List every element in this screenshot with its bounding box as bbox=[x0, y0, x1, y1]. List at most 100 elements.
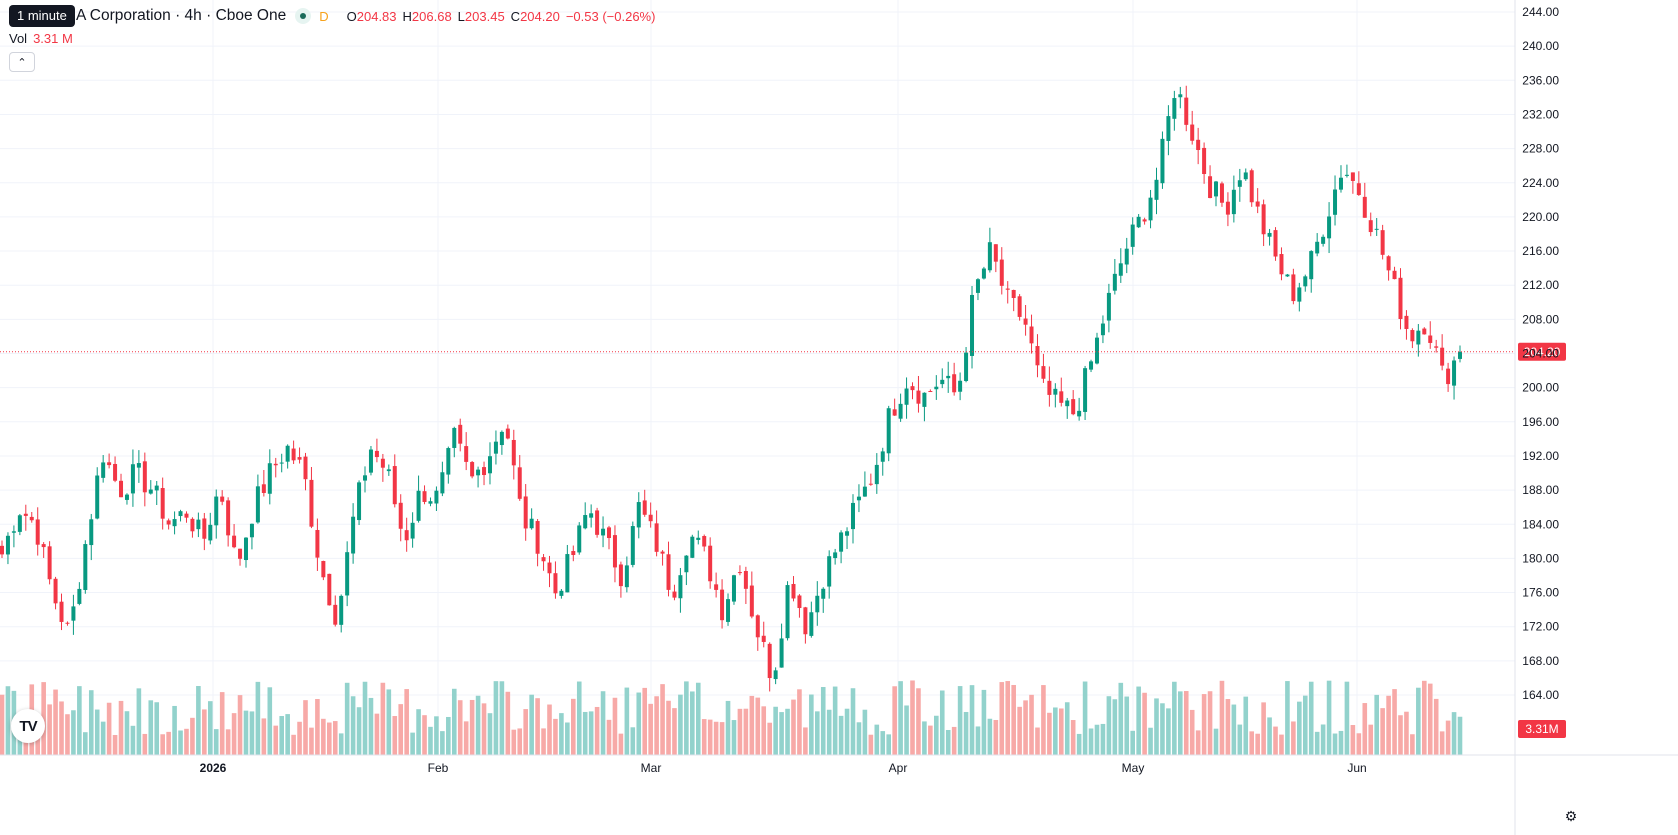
candle-body bbox=[511, 439, 516, 466]
candle-body bbox=[136, 463, 141, 468]
volume-bar bbox=[1380, 708, 1385, 755]
volume-bar bbox=[237, 695, 243, 755]
symbol-title[interactable]: A Corporation · 4h · Cboe One bbox=[76, 7, 287, 24]
candle-body bbox=[1362, 196, 1367, 218]
candle-body bbox=[1434, 346, 1439, 348]
volume-bar bbox=[440, 731, 445, 755]
volume-bar bbox=[767, 722, 772, 755]
candle-body bbox=[220, 496, 225, 502]
candle-body bbox=[1029, 326, 1034, 344]
volume-bar bbox=[1350, 725, 1356, 755]
chevron-up-icon[interactable]: ⌃ bbox=[9, 52, 35, 72]
candle-body bbox=[1190, 124, 1195, 141]
candle-body bbox=[1071, 399, 1076, 415]
volume-bar bbox=[416, 709, 421, 755]
volume-bar bbox=[541, 728, 546, 755]
candle-body bbox=[243, 537, 248, 561]
volume-bar bbox=[154, 702, 160, 755]
volume-bar bbox=[880, 731, 886, 755]
volume-bar bbox=[743, 708, 749, 755]
candle-body bbox=[904, 388, 909, 405]
volume-bar bbox=[684, 681, 689, 755]
candle-body bbox=[309, 479, 314, 527]
volume-bar bbox=[1427, 683, 1433, 755]
volume-bar bbox=[428, 726, 433, 755]
y-tick-label: 172.00 bbox=[1522, 620, 1559, 634]
candle-body bbox=[1291, 274, 1296, 302]
volume-bar bbox=[797, 689, 802, 755]
candle-body bbox=[577, 525, 582, 553]
volume-bar bbox=[832, 686, 838, 755]
volume-bar bbox=[707, 719, 713, 755]
candle-body bbox=[1005, 288, 1010, 290]
candle-body bbox=[232, 535, 237, 548]
volume-bar bbox=[1267, 717, 1272, 755]
candle-body bbox=[1416, 330, 1421, 345]
volume-bar bbox=[624, 687, 630, 755]
volume-bar bbox=[844, 708, 850, 755]
candle-body bbox=[363, 475, 368, 481]
candle-body bbox=[416, 490, 421, 521]
candle-body bbox=[964, 352, 969, 382]
candle-body bbox=[815, 595, 820, 613]
volume-bar bbox=[1207, 691, 1213, 755]
candle-body bbox=[321, 560, 326, 578]
tradingview-logo[interactable]: TV bbox=[11, 709, 45, 743]
candle-body bbox=[1083, 368, 1088, 412]
volume-bar bbox=[386, 689, 392, 755]
candle-body bbox=[1356, 183, 1361, 195]
candle-body bbox=[410, 522, 415, 539]
y-tick-label: 180.00 bbox=[1522, 551, 1559, 565]
candle-body bbox=[482, 467, 487, 476]
market-status-icon[interactable] bbox=[295, 8, 312, 24]
volume-bar bbox=[148, 700, 154, 755]
volume-bar bbox=[231, 713, 237, 755]
volume-bar bbox=[1076, 733, 1082, 755]
volume-bar bbox=[83, 732, 88, 755]
volume-bar bbox=[576, 681, 582, 755]
candle-body bbox=[261, 484, 266, 493]
candle-body bbox=[1100, 323, 1105, 336]
volume-bar bbox=[47, 704, 52, 755]
candle-body bbox=[1297, 287, 1302, 302]
volume-bar bbox=[606, 719, 612, 755]
volume-bar bbox=[1023, 700, 1028, 755]
volume-bar bbox=[886, 734, 892, 755]
candle-body bbox=[124, 494, 129, 500]
last-price-line: 204.20 3.31M bbox=[0, 342, 1566, 738]
candle-body bbox=[868, 483, 873, 485]
gear-icon[interactable]: ⚙ bbox=[1564, 808, 1578, 824]
y-tick-label: 208.00 bbox=[1522, 312, 1559, 326]
volume-bar bbox=[1064, 702, 1070, 755]
ohlc-values: O 204.83 H 206.68 L 203.45 C 204.20 −0.53 (−… bbox=[347, 9, 662, 24]
volume-bar bbox=[975, 726, 981, 755]
candle-body bbox=[612, 535, 617, 568]
volume-bar bbox=[321, 718, 326, 755]
volume-bar bbox=[1261, 702, 1266, 755]
volume-bar bbox=[446, 716, 451, 755]
volume-bar bbox=[1302, 695, 1308, 755]
volume-bar bbox=[196, 686, 201, 755]
candle-body bbox=[11, 531, 16, 533]
candle-body bbox=[17, 515, 22, 532]
volume-bar bbox=[219, 692, 225, 755]
candle-body bbox=[1017, 296, 1022, 317]
candle-body bbox=[291, 448, 296, 461]
candle-body bbox=[856, 496, 861, 501]
candle-body bbox=[1202, 147, 1207, 175]
candle-body bbox=[1249, 170, 1254, 203]
volume-bar bbox=[642, 687, 648, 755]
candle-body bbox=[1112, 273, 1117, 291]
volume-bar bbox=[118, 700, 124, 755]
volume-bar bbox=[785, 708, 790, 755]
volume-bar bbox=[570, 698, 576, 755]
volume-bars bbox=[0, 680, 1463, 755]
candles bbox=[0, 85, 1462, 692]
volume-bar bbox=[1035, 727, 1040, 755]
volume-bar bbox=[820, 687, 826, 755]
volume-bar bbox=[202, 709, 207, 755]
last-volume-badge bbox=[1518, 720, 1566, 738]
volume-bar bbox=[701, 719, 707, 755]
volume-label[interactable]: Vol bbox=[9, 31, 28, 46]
